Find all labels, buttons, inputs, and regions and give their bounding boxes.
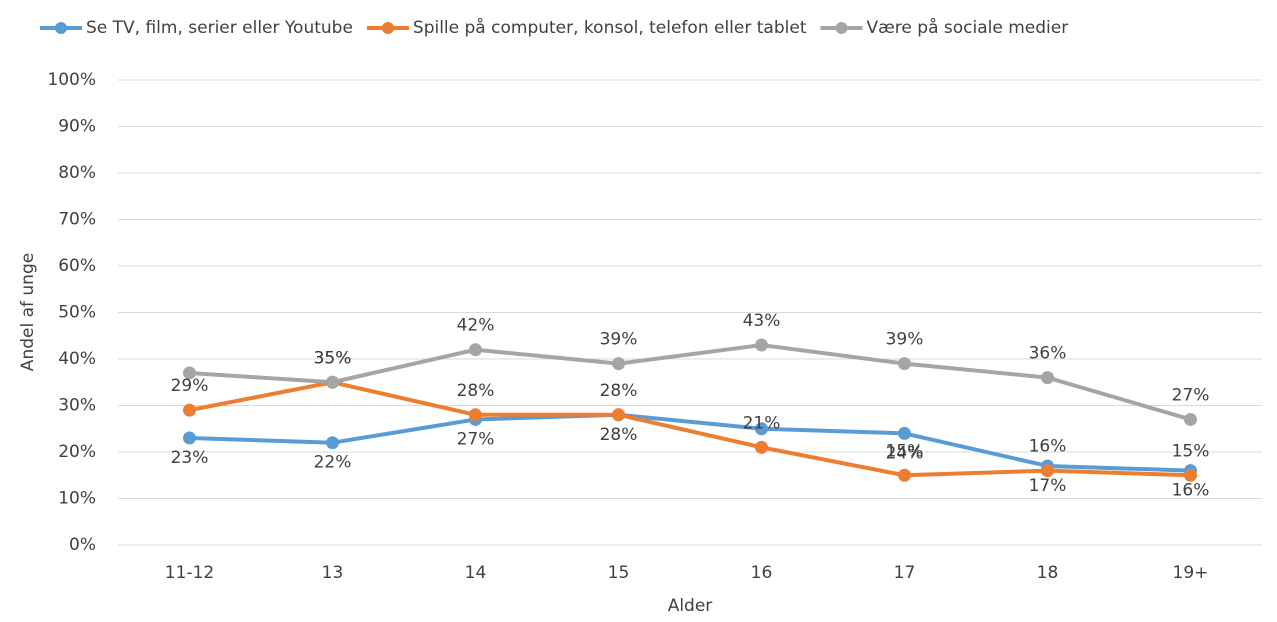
data-label: 16%	[1172, 481, 1210, 501]
series-line	[189, 412, 1191, 473]
x-tick-label: 15	[608, 563, 630, 583]
data-label: 42%	[457, 316, 495, 336]
x-tick-label: 17	[894, 563, 916, 583]
x-tick-label: 13	[322, 563, 344, 583]
y-tick-label: 0%	[69, 535, 96, 555]
y-tick-label: 70%	[58, 210, 96, 230]
legend-label: Se TV, film, serier eller Youtube	[86, 18, 353, 38]
data-label: 36%	[1029, 344, 1067, 364]
data-label: 35%	[314, 348, 352, 368]
point	[612, 408, 625, 422]
point	[183, 366, 196, 380]
data-label: 39%	[886, 330, 924, 350]
data-label: 43%	[743, 311, 781, 331]
data-label: 23%	[171, 448, 209, 468]
point	[1184, 412, 1197, 426]
data-label: 16%	[1029, 437, 1067, 457]
point	[612, 357, 625, 371]
data-label: 27%	[1172, 385, 1210, 405]
legend-label: Spille på computer, konsol, telefon elle…	[413, 17, 807, 38]
data-label: 28%	[600, 425, 638, 445]
point	[1041, 371, 1054, 385]
data-label: 15%	[886, 441, 924, 461]
data-label: 15%	[1172, 441, 1210, 461]
y-tick-label: 10%	[58, 489, 96, 509]
data-label: 17%	[1029, 476, 1067, 496]
point	[183, 431, 196, 445]
y-tick-label: 90%	[58, 117, 96, 137]
point	[898, 357, 911, 371]
x-axis-title: Alder	[668, 596, 713, 616]
legend-marker	[55, 22, 67, 34]
y-axis-title: Andel af unge	[18, 253, 38, 371]
point	[469, 343, 482, 357]
data-label: 35%	[314, 348, 352, 368]
y-tick-label: 80%	[58, 163, 96, 183]
data-label: 39%	[600, 330, 638, 350]
data-label: 27%	[457, 429, 495, 449]
data-label: 24%	[886, 443, 924, 463]
y-tick-label: 50%	[58, 303, 96, 323]
data-label: 28%	[600, 381, 638, 401]
data-label: 28%	[457, 381, 495, 401]
x-tick-label: 16	[751, 563, 773, 583]
y-tick-label: 40%	[58, 349, 96, 369]
point	[755, 440, 768, 454]
series-line	[189, 343, 1192, 422]
point	[898, 468, 911, 482]
point	[183, 403, 196, 417]
point	[469, 408, 482, 422]
legend-label: Være på sociale medier	[866, 17, 1068, 38]
point	[326, 436, 339, 450]
point	[1184, 468, 1197, 482]
point	[755, 338, 768, 352]
legend-marker	[381, 22, 394, 34]
y-tick-label: 30%	[58, 396, 96, 416]
point	[326, 375, 339, 389]
x-tick-label: 19+	[1173, 563, 1209, 583]
data-label: 21%	[743, 413, 781, 433]
data-label: 29%	[171, 376, 209, 396]
point	[755, 422, 768, 436]
series-line	[189, 380, 1191, 478]
y-tick-label: 20%	[58, 442, 96, 462]
x-tick-label: 11-12	[165, 563, 214, 583]
x-tick-label: 14	[465, 563, 487, 583]
data-label: 22%	[314, 453, 352, 473]
y-tick-label: 100%	[47, 70, 96, 90]
y-tick-label: 60%	[58, 256, 96, 276]
point	[898, 426, 911, 440]
x-tick-label: 18	[1037, 563, 1059, 583]
point	[1041, 464, 1054, 478]
legend-marker	[835, 22, 848, 34]
